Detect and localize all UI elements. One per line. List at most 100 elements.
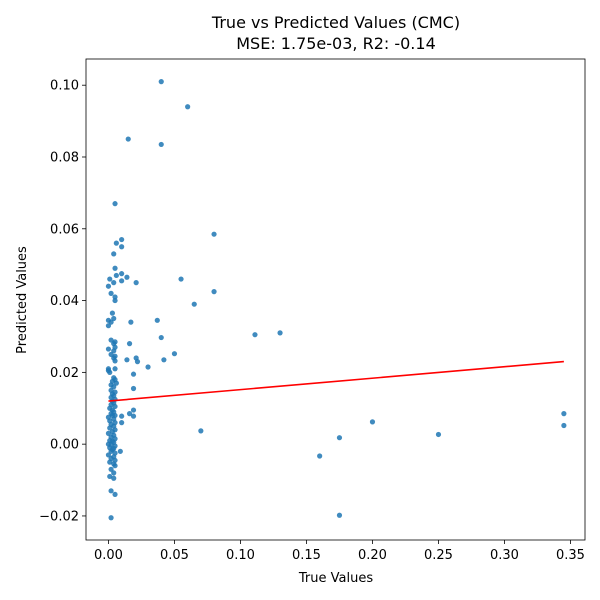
data-point-12	[113, 272, 119, 279]
data-point-79	[126, 411, 133, 417]
data-point-5	[211, 231, 217, 237]
data-point-23	[112, 297, 118, 304]
data-point-94	[198, 428, 204, 434]
data-point-76	[130, 407, 137, 413]
x-tick-label: 0.05	[160, 548, 189, 563]
x-tick-label: 0.35	[556, 548, 585, 563]
data-point-111	[105, 452, 112, 458]
data-point-115	[107, 459, 113, 465]
data-point-31	[105, 323, 112, 329]
y-tick-label: 0.06	[50, 222, 79, 237]
data-point-26	[111, 315, 117, 322]
data-point-108	[117, 448, 123, 454]
data-point-130	[561, 422, 567, 429]
data-point-129	[561, 411, 567, 417]
data-point-118	[108, 466, 114, 472]
data-point-131	[336, 512, 343, 518]
data-point-11	[119, 271, 125, 277]
y-tick-label: 0.10	[50, 79, 79, 94]
chart-title: True vs Predicted Values (CMC)	[211, 13, 460, 32]
data-point-127	[369, 419, 376, 425]
data-point-19	[105, 283, 112, 289]
data-point-126	[336, 435, 343, 441]
data-point-16	[111, 280, 117, 286]
data-points	[105, 79, 567, 521]
data-point-10	[112, 265, 118, 271]
data-point-4	[112, 201, 118, 207]
data-point-42	[108, 351, 114, 358]
y-tick-label: 0.08	[50, 150, 79, 165]
y-tick-label: 0.02	[50, 366, 79, 381]
data-point-22	[112, 294, 118, 300]
data-point-14	[107, 276, 113, 282]
data-point-40	[105, 346, 112, 352]
data-point-2	[125, 136, 131, 142]
data-point-24	[191, 301, 197, 307]
data-point-56	[130, 371, 137, 377]
data-point-88	[119, 420, 125, 426]
data-point-25	[109, 310, 115, 316]
data-point-17	[119, 278, 125, 284]
x-tick-label: 0.30	[490, 548, 519, 563]
data-point-63	[130, 385, 137, 392]
x-axis-ticks: 0.00 0.05 0.10 0.15 0.20 0.25 0.30 0.35	[94, 540, 585, 563]
data-point-124	[108, 515, 114, 521]
data-point-83	[119, 413, 125, 419]
data-point-119	[111, 470, 117, 476]
data-point-128	[435, 431, 442, 438]
data-point-7	[113, 240, 119, 246]
data-point-62	[111, 384, 117, 390]
data-point-84	[130, 413, 137, 419]
y-tick-label: −0.02	[39, 509, 79, 524]
data-point-51	[145, 364, 151, 370]
data-point-123	[112, 491, 118, 498]
data-point-49	[112, 358, 118, 364]
data-point-1	[185, 104, 191, 110]
data-point-35	[158, 334, 164, 341]
data-point-38	[126, 341, 133, 347]
data-point-125	[317, 453, 323, 459]
x-tick-label: 0.10	[226, 548, 255, 563]
x-tick-label: 0.20	[358, 548, 387, 563]
x-axis-label: True Values	[298, 571, 373, 586]
data-point-6	[119, 236, 125, 243]
data-point-41	[111, 348, 117, 354]
data-point-33	[277, 330, 283, 336]
data-point-109	[108, 448, 114, 454]
data-point-9	[111, 251, 117, 257]
data-point-91	[107, 425, 113, 431]
data-point-43	[171, 351, 178, 357]
data-point-32	[252, 332, 258, 338]
y-axis-ticks: −0.02 0.00 0.02 0.04 0.06 0.08 0.10	[39, 79, 86, 524]
data-point-8	[119, 244, 125, 250]
data-point-0	[158, 79, 164, 85]
data-point-18	[133, 280, 139, 286]
data-point-47	[161, 357, 167, 363]
x-tick-label: 0.15	[292, 548, 321, 563]
data-point-50	[134, 359, 141, 365]
data-point-121	[111, 475, 117, 481]
fit-line-layer	[108, 360, 564, 402]
y-axis-label: Predicted Values	[15, 246, 30, 354]
data-point-95	[105, 430, 112, 436]
data-point-117	[112, 463, 118, 469]
y-tick-label: 0.04	[50, 294, 79, 309]
data-point-15	[178, 276, 184, 282]
x-tick-label: 0.25	[424, 548, 453, 563]
x-tick-label: 0.00	[94, 548, 123, 563]
data-point-48	[124, 357, 130, 363]
data-point-52	[112, 366, 118, 372]
data-point-120	[107, 473, 113, 480]
data-point-73	[112, 403, 118, 410]
data-point-122	[108, 488, 114, 494]
chart-subtitle: MSE: 1.75e-03, R2: -0.14	[236, 34, 436, 53]
plot-frame	[85, 58, 586, 541]
data-point-55	[105, 367, 112, 374]
data-point-34	[108, 337, 114, 343]
y-tick-label: 0.00	[50, 438, 79, 453]
data-point-13	[124, 274, 130, 280]
data-point-28	[108, 319, 114, 325]
data-point-3	[158, 141, 164, 148]
data-point-29	[154, 317, 160, 323]
